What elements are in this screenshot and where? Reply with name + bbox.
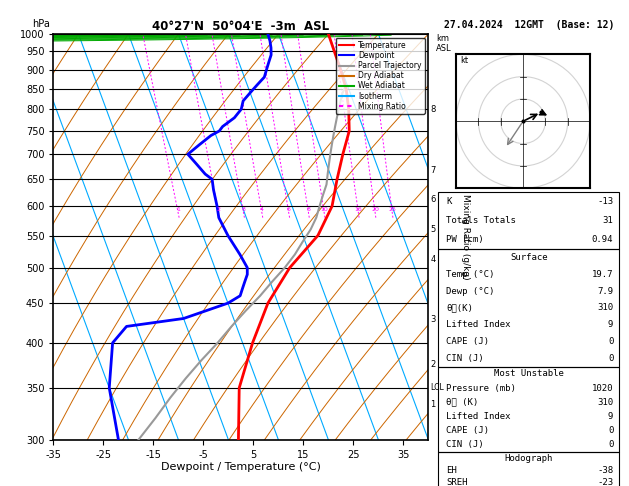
Text: 9: 9: [608, 412, 613, 421]
Text: km
ASL: km ASL: [436, 34, 452, 53]
Text: θᴄ(K): θᴄ(K): [446, 303, 473, 312]
Text: K: K: [446, 197, 452, 206]
Text: 25: 25: [388, 207, 396, 212]
Text: -23: -23: [597, 478, 613, 486]
Text: θᴄ (K): θᴄ (K): [446, 398, 478, 407]
Text: 27.04.2024  12GMT  (Base: 12): 27.04.2024 12GMT (Base: 12): [443, 20, 614, 30]
Text: 5: 5: [430, 225, 435, 233]
Text: CAPE (J): CAPE (J): [446, 426, 489, 435]
Text: 0: 0: [608, 440, 613, 450]
Text: 4: 4: [430, 255, 435, 263]
Text: 4: 4: [260, 207, 264, 212]
Title: 40°27'N  50°04'E  -3m  ASL: 40°27'N 50°04'E -3m ASL: [152, 20, 330, 33]
Text: 1: 1: [430, 400, 435, 409]
Text: SREH: SREH: [446, 478, 467, 486]
Text: 7.9: 7.9: [597, 287, 613, 295]
Legend: Temperature, Dewpoint, Parcel Trajectory, Dry Adiabat, Wet Adiabat, Isotherm, Mi: Temperature, Dewpoint, Parcel Trajectory…: [336, 38, 425, 114]
Text: 2: 2: [430, 360, 435, 369]
Text: 6: 6: [430, 195, 436, 204]
Text: 16: 16: [354, 207, 362, 212]
Bar: [438, 249, 619, 367]
Text: -13: -13: [597, 197, 613, 206]
Text: 0.94: 0.94: [592, 235, 613, 244]
Text: 2: 2: [216, 207, 220, 212]
Text: Mixing Ratio (g/kg): Mixing Ratio (g/kg): [462, 194, 470, 280]
Text: 310: 310: [597, 303, 613, 312]
Text: -38: -38: [597, 466, 613, 475]
Text: 0: 0: [608, 354, 613, 363]
Text: Lifted Index: Lifted Index: [446, 412, 511, 421]
Text: Totals Totals: Totals Totals: [446, 216, 516, 225]
Text: 8: 8: [306, 207, 310, 212]
Text: Lifted Index: Lifted Index: [446, 320, 511, 329]
Text: 3: 3: [242, 207, 245, 212]
Text: Dewp (°C): Dewp (°C): [446, 287, 494, 295]
Text: CAPE (J): CAPE (J): [446, 337, 489, 346]
Text: 10: 10: [320, 207, 328, 212]
Text: Surface: Surface: [510, 253, 547, 262]
Text: 7: 7: [430, 166, 436, 175]
Text: kt: kt: [460, 56, 469, 65]
Text: EH: EH: [446, 466, 457, 475]
Text: 6: 6: [287, 207, 291, 212]
Text: 1: 1: [176, 207, 180, 212]
Text: CIN (J): CIN (J): [446, 440, 484, 450]
Text: 19.7: 19.7: [592, 270, 613, 279]
Text: 20: 20: [371, 207, 379, 212]
Text: 0: 0: [608, 337, 613, 346]
Text: 310: 310: [597, 398, 613, 407]
Text: Temp (°C): Temp (°C): [446, 270, 494, 279]
Text: 1020: 1020: [592, 383, 613, 393]
Bar: [438, 367, 619, 452]
Text: CIN (J): CIN (J): [446, 354, 484, 363]
Text: Most Unstable: Most Unstable: [494, 369, 564, 379]
Text: 3: 3: [430, 315, 436, 324]
Bar: [438, 192, 619, 249]
Text: LCL: LCL: [430, 382, 444, 392]
Text: 9: 9: [608, 320, 613, 329]
Text: 0: 0: [608, 426, 613, 435]
Bar: [438, 452, 619, 486]
Text: 31: 31: [603, 216, 613, 225]
Text: Hodograph: Hodograph: [504, 453, 553, 463]
Text: Pressure (mb): Pressure (mb): [446, 383, 516, 393]
Text: PW (cm): PW (cm): [446, 235, 484, 244]
Text: hPa: hPa: [33, 19, 50, 29]
X-axis label: Dewpoint / Temperature (°C): Dewpoint / Temperature (°C): [161, 462, 321, 472]
Text: 8: 8: [430, 104, 436, 114]
